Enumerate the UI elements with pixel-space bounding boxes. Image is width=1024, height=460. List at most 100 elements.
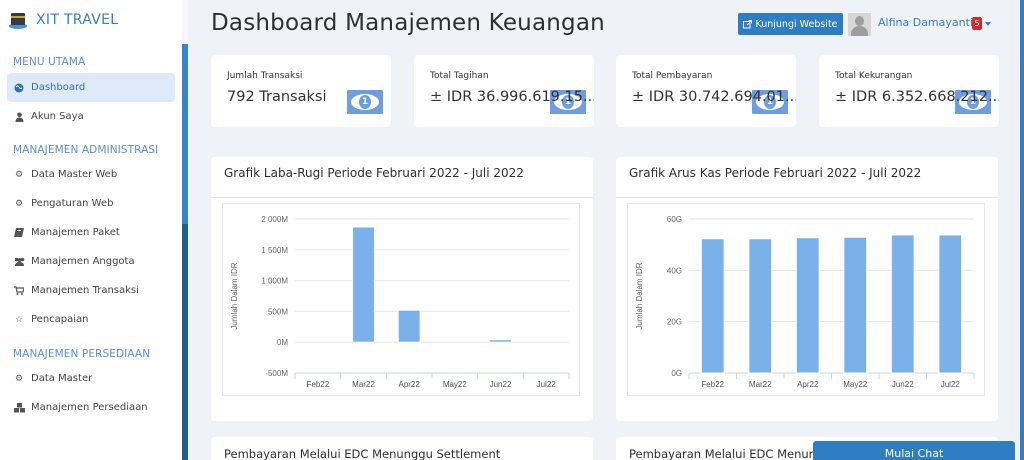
gear-icon: ⚙ — [14, 169, 24, 180]
user-name[interactable]: Alfina Damayanti — [878, 16, 973, 29]
section-title-manajemen-persediaan: MANAJEMEN PERSEDIAAN — [13, 348, 151, 360]
sidebar-scrollbar-lower — [182, 224, 188, 460]
svg-text:60G: 60G — [667, 215, 682, 224]
chart-title: Grafik Laba-Rugi Periode Februari 2022 -… — [224, 166, 524, 180]
page-scrollbar[interactable] — [1020, 0, 1024, 460]
svg-text:Feb22: Feb22 — [306, 380, 329, 389]
stat-value: 792 Transaksi — [227, 89, 327, 105]
visit-website-button[interactable]: Kunjungi Website — [738, 13, 843, 35]
stat-card-total-tagihan: Total Tagihan 1 ± IDR 36.996.619.15... — [414, 55, 594, 127]
svg-text:Jun22: Jun22 — [892, 380, 914, 389]
svg-text:Mar22: Mar22 — [749, 380, 772, 389]
sidebar-item-pengaturan-web[interactable]: ⚙ Pengaturan Web — [7, 189, 175, 218]
sidebar-item-akun-saya[interactable]: Akun Saya — [7, 102, 175, 131]
bar-chart: 0G 20G 40G 60G Feb22 Mar22 Apr22 May22 Jun22 Jul2… — [635, 215, 975, 389]
sidebar-item-label: Manajemen Anggota — [31, 256, 135, 267]
brand-name: XIT TRAVEL — [36, 12, 119, 28]
stat-value: ± IDR 30.742.694.01... — [632, 89, 796, 105]
svg-text:May22: May22 — [443, 380, 468, 389]
users-icon — [13, 257, 25, 266]
external-link-icon — [743, 19, 753, 28]
star-icon: ☆ — [14, 314, 24, 325]
kaaba-icon — [9, 13, 27, 29]
svg-text:0G: 0G — [671, 369, 682, 378]
svg-text:Apr22: Apr22 — [398, 380, 420, 389]
stat-label: Total Pembayaran — [632, 71, 713, 81]
svg-text:-500M: -500M — [265, 369, 288, 378]
stat-label: Total Tagihan — [430, 71, 489, 81]
chart-arus-kas: 0G 20G 40G 60G Feb22 Mar22 Apr22 May22 Jun22 Jul2… — [627, 203, 985, 396]
sidebar-scrollbar-thumb[interactable] — [182, 44, 188, 224]
stat-card-total-pembayaran: Total Pembayaran 1 ± IDR 30.742.694.01..… — [616, 55, 796, 127]
sidebar-item-pencapaian[interactable]: ☆ Pencapaian — [7, 305, 175, 334]
sidebar-item-label: Data Master Web — [31, 169, 118, 180]
svg-text:Mar22: Mar22 — [352, 380, 375, 389]
svg-text:500M: 500M — [268, 307, 288, 316]
book-icon — [13, 228, 25, 237]
svg-text:1 500M: 1 500M — [261, 246, 288, 255]
stat-label: Total Kekurangan — [835, 71, 913, 81]
chart-card-laba-rugi: Grafik Laba-Rugi Periode Februari 2022 -… — [211, 157, 593, 421]
stat-card-jumlah-transaksi: Jumlah Transaksi 792 Transaksi 1 — [211, 55, 391, 127]
chevron-down-icon[interactable] — [985, 22, 991, 26]
sidebar-item-manajemen-paket[interactable]: Manajemen Paket — [7, 218, 175, 247]
svg-text:2 000M: 2 000M — [261, 215, 288, 224]
card-title: Pembayaran Melalui EDC Menunggu Settleme… — [224, 447, 501, 460]
gears-icon: ⚙ — [14, 198, 24, 209]
money-bill-icon: 1 — [550, 90, 586, 114]
money-bill-icon: 1 — [347, 90, 383, 114]
svg-text:Jumlah Dalam IDR: Jumlah Dalam IDR — [635, 262, 644, 329]
svg-text:0M: 0M — [277, 338, 288, 347]
brand[interactable]: XIT TRAVEL — [0, 0, 182, 40]
svg-text:40G: 40G — [667, 266, 682, 275]
start-chat-button[interactable]: Mulai Chat — [813, 441, 1015, 460]
chart-laba-rugi: -500M 0M 500M 1 000M 1 500M 2 000M Feb22 Mar22 A… — [222, 203, 580, 396]
visit-website-label: Kunjungi Website — [755, 18, 838, 30]
sidebar-item-label: Data Master — [31, 373, 93, 384]
svg-text:Jumlah Dalam IDR: Jumlah Dalam IDR — [230, 262, 239, 329]
money-bill-icon: 1 — [752, 90, 788, 114]
cubes-icon — [13, 402, 25, 413]
svg-text:Apr22: Apr22 — [797, 380, 819, 389]
divider — [616, 197, 998, 198]
svg-text:Jul22: Jul22 — [941, 380, 961, 389]
sidebar-item-label: Akun Saya — [31, 111, 84, 122]
chart-title: Grafik Arus Kas Periode Februari 2022 - … — [629, 166, 922, 180]
sidebar-item-manajemen-transaksi[interactable]: Manajemen Transaksi — [7, 276, 175, 305]
card-edc-settlement: Pembayaran Melalui EDC Menunggu Settleme… — [211, 437, 593, 460]
divider — [211, 197, 593, 198]
svg-text:Jun22: Jun22 — [490, 380, 512, 389]
avatar[interactable] — [848, 13, 871, 36]
sidebar-item-label: Dashboard — [31, 82, 86, 93]
user-icon — [13, 112, 25, 122]
stat-value: ± IDR 36.996.619.15... — [430, 89, 594, 105]
svg-text:1 000M: 1 000M — [261, 277, 288, 286]
section-title-menu-utama: MENU UTAMA — [13, 56, 86, 68]
start-chat-label: Mulai Chat — [884, 447, 944, 460]
stat-label: Jumlah Transaksi — [227, 71, 303, 81]
sidebar-item-label: Pencapaian — [31, 314, 89, 325]
sidebar-item-label: Manajemen Paket — [31, 227, 120, 238]
svg-text:May22: May22 — [843, 380, 868, 389]
sidebar-item-data-master[interactable]: ⚙ Data Master — [7, 364, 175, 393]
sidebar-item-label: Manajemen Persediaan — [31, 402, 148, 413]
globe-icon — [13, 83, 25, 93]
cart-icon — [13, 286, 25, 295]
bar-chart: -500M 0M 500M 1 000M 1 500M 2 000M Feb22 Mar22 A… — [230, 215, 570, 389]
stat-value: ± IDR 6.352.668.212... — [835, 89, 999, 105]
sidebar-item-dashboard[interactable]: Dashboard — [7, 73, 175, 102]
section-title-manajemen-administrasi: MANAJEMEN ADMINISTRASI — [13, 144, 159, 156]
svg-text:20G: 20G — [667, 318, 682, 327]
svg-text:Jul22: Jul22 — [537, 380, 557, 389]
gears-icon: ⚙ — [14, 373, 24, 384]
chart-card-arus-kas: Grafik Arus Kas Periode Februari 2022 - … — [616, 157, 998, 421]
sidebar-item-data-master-web[interactable]: ⚙ Data Master Web — [7, 160, 175, 189]
svg-text:Feb22: Feb22 — [701, 380, 724, 389]
sidebar-item-label: Manajemen Transaksi — [31, 285, 139, 296]
notification-badge[interactable]: 5 — [972, 17, 982, 30]
sidebar-item-manajemen-persediaan[interactable]: Manajemen Persediaan — [7, 393, 175, 422]
sidebar-item-label: Pengaturan Web — [31, 198, 114, 209]
stat-card-total-kekurangan: Total Kekurangan 1 ± IDR 6.352.668.212..… — [819, 55, 999, 127]
sidebar-item-manajemen-anggota[interactable]: Manajemen Anggota — [7, 247, 175, 276]
money-bill-icon: 1 — [955, 90, 991, 114]
